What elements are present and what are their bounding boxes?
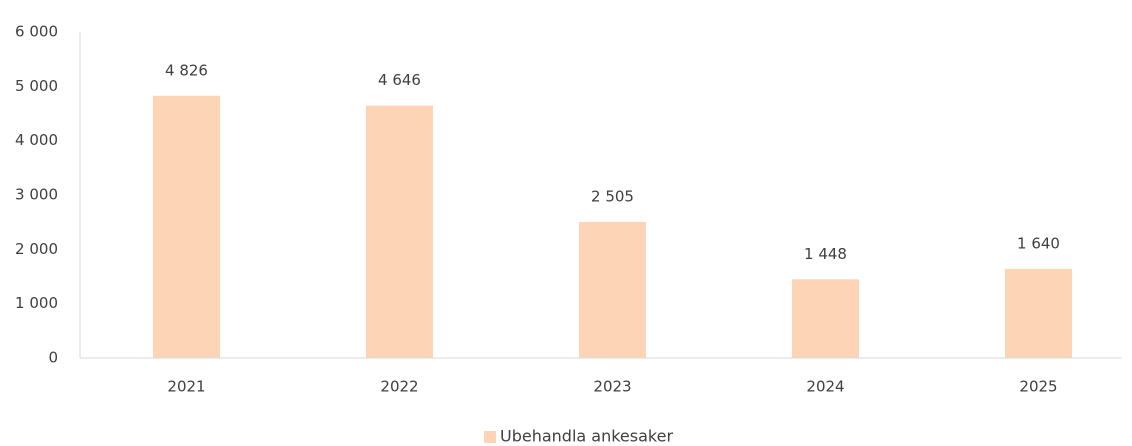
y-tick-label: 2 000 bbox=[15, 240, 58, 258]
bar bbox=[1005, 268, 1072, 358]
legend-label: Ubehandla ankesaker bbox=[500, 427, 673, 446]
data-label: 4 826 bbox=[165, 61, 208, 79]
data-label: 4 646 bbox=[378, 71, 421, 89]
y-tick-label: 3 000 bbox=[15, 186, 58, 204]
x-tick-label: 2023 bbox=[593, 378, 631, 396]
x-tick-label: 2024 bbox=[806, 378, 844, 396]
bar bbox=[579, 221, 646, 358]
bar bbox=[792, 279, 859, 358]
x-tick-label: 2025 bbox=[1019, 378, 1057, 396]
y-tick-label: 6 000 bbox=[15, 23, 58, 41]
bar bbox=[153, 95, 220, 359]
legend-swatch bbox=[484, 431, 496, 443]
data-label: 1 640 bbox=[1017, 234, 1060, 252]
y-tick-label: 5 000 bbox=[15, 77, 58, 95]
y-tick-label: 1 000 bbox=[15, 294, 58, 312]
bar bbox=[366, 105, 433, 358]
data-label: 2 505 bbox=[591, 187, 634, 205]
x-tick-label: 2022 bbox=[380, 378, 418, 396]
y-tick-label: 4 000 bbox=[15, 131, 58, 149]
y-tick-label: 0 bbox=[48, 349, 58, 367]
x-tick-label: 2021 bbox=[167, 378, 205, 396]
data-label: 1 448 bbox=[804, 245, 847, 263]
